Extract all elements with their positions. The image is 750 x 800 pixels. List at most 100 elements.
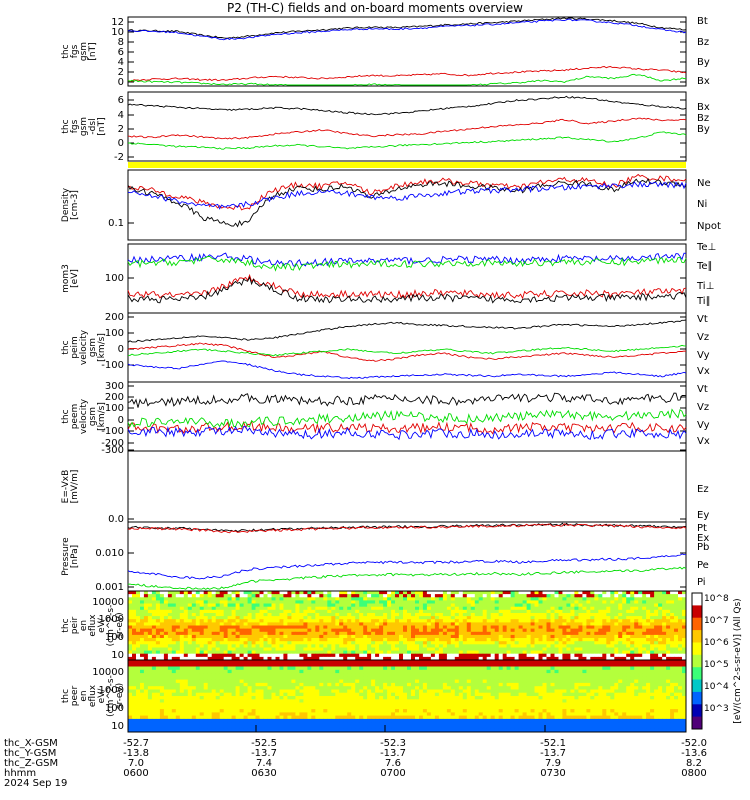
heatmap-cell — [215, 669, 221, 674]
heatmap-cell — [630, 606, 635, 611]
heatmap-cell — [351, 647, 356, 651]
heatmap-cell — [590, 686, 595, 690]
heatmap-cell — [331, 616, 336, 620]
heatmap-cell — [634, 682, 639, 687]
heatmap-cell — [295, 647, 300, 651]
heatmap-cell — [307, 606, 312, 611]
heatmap-cell — [462, 591, 468, 595]
heatmap-cell — [207, 631, 213, 636]
heatmap-cell — [538, 594, 543, 598]
heatmap-cell — [231, 682, 236, 687]
heatmap-cell — [199, 673, 205, 677]
heatmap-cell — [159, 628, 165, 633]
heatmap-cell — [175, 597, 181, 601]
heatmap-cell — [363, 638, 368, 642]
heatmap-cell — [191, 628, 197, 633]
heatmap-cell — [638, 663, 643, 667]
heatmap-cell — [391, 609, 396, 614]
heatmap-cell — [231, 634, 236, 639]
heatmap-cell — [359, 653, 364, 658]
heatmap-cell — [359, 673, 364, 677]
heatmap-cell — [315, 669, 320, 674]
heatmap-cell — [466, 689, 472, 694]
heatmap-cell — [430, 669, 436, 674]
heatmap-cell — [606, 679, 611, 684]
heatmap-cell — [658, 676, 663, 681]
heatmap-cell — [267, 663, 272, 667]
heatmap-cell — [526, 591, 531, 595]
heatmap-cell — [510, 594, 515, 598]
heatmap-cell — [283, 689, 288, 694]
heatmap-cell — [363, 647, 368, 651]
heatmap-cell — [411, 660, 416, 664]
heatmap-cell — [638, 597, 643, 601]
heatmap-cell — [674, 625, 679, 629]
heatmap-cell — [606, 634, 611, 639]
heatmap-cell — [299, 644, 304, 648]
heatmap-cell — [211, 591, 217, 595]
heatmap-cell — [506, 647, 511, 651]
heatmap-cell — [486, 669, 492, 674]
heatmap-cell — [207, 609, 213, 614]
heatmap-cell — [311, 689, 316, 694]
heatmap-cell — [419, 628, 424, 633]
ytick-peim_velocity-0: 0 — [118, 344, 124, 355]
heatmap-cell — [155, 641, 161, 645]
heatmap-cell — [191, 669, 197, 674]
heatmap-cell — [554, 686, 559, 690]
heatmap-cell — [419, 673, 424, 677]
heatmap-cell — [650, 679, 655, 684]
heatmap-cell — [678, 673, 683, 677]
heatmap-cell — [243, 660, 248, 664]
heatmap-cell — [391, 625, 396, 629]
heatmap-cell — [674, 616, 679, 620]
heatmap-cell — [363, 606, 368, 611]
heatmap-cell — [207, 628, 213, 633]
heatmap-cell — [339, 644, 344, 648]
heatmap-cell — [562, 631, 567, 636]
heatmap-cell — [367, 669, 372, 674]
heatmap-cell — [371, 622, 376, 626]
heatmap-cell — [466, 597, 472, 601]
heatmap-cell — [590, 666, 595, 671]
heatmap-cell — [582, 676, 587, 681]
heatmap-cell — [594, 619, 599, 623]
heatmap-cell — [570, 686, 575, 690]
heatmap-cell — [502, 606, 508, 611]
heatmap-cell — [498, 689, 504, 694]
heatmap-cell — [331, 603, 336, 607]
heatmap-cell — [570, 692, 575, 697]
heatmap-cell — [586, 634, 591, 639]
heatmap-cell — [275, 641, 280, 645]
heatmap-cell — [574, 689, 579, 694]
heatmap-cell — [582, 663, 587, 667]
heatmap-cell — [331, 669, 336, 674]
heatmap-cell — [422, 666, 428, 671]
heatmap-cell — [482, 647, 488, 651]
heatmap-cell — [474, 679, 480, 684]
heatmap-cell — [239, 696, 244, 700]
heatmap-cell — [458, 653, 464, 658]
heatmap-cell — [387, 616, 392, 620]
heatmap-cell — [634, 692, 639, 697]
heatmap-cell — [654, 669, 659, 674]
heatmap-cell — [319, 628, 324, 633]
heatmap-cell — [183, 699, 189, 703]
heatmap-cell — [155, 696, 161, 700]
heatmap-cell — [466, 653, 472, 658]
heatmap-cell — [128, 686, 133, 690]
heatmap-cell — [594, 686, 599, 690]
heatmap-cell — [143, 619, 149, 623]
heatmap-cell — [287, 650, 292, 655]
heatmap-cell — [466, 616, 472, 620]
heatmap-cell — [570, 609, 575, 614]
heatmap-cell — [558, 682, 563, 687]
heatmap-cell — [494, 625, 500, 629]
heatmap-cell — [303, 689, 308, 694]
heatmap-cell — [215, 603, 221, 607]
heatmap-cell — [331, 692, 336, 697]
heatmap-cell — [598, 641, 603, 645]
heatmap-cell — [514, 644, 519, 648]
heatmap-cell — [383, 591, 388, 595]
heatmap-cell — [622, 622, 627, 626]
